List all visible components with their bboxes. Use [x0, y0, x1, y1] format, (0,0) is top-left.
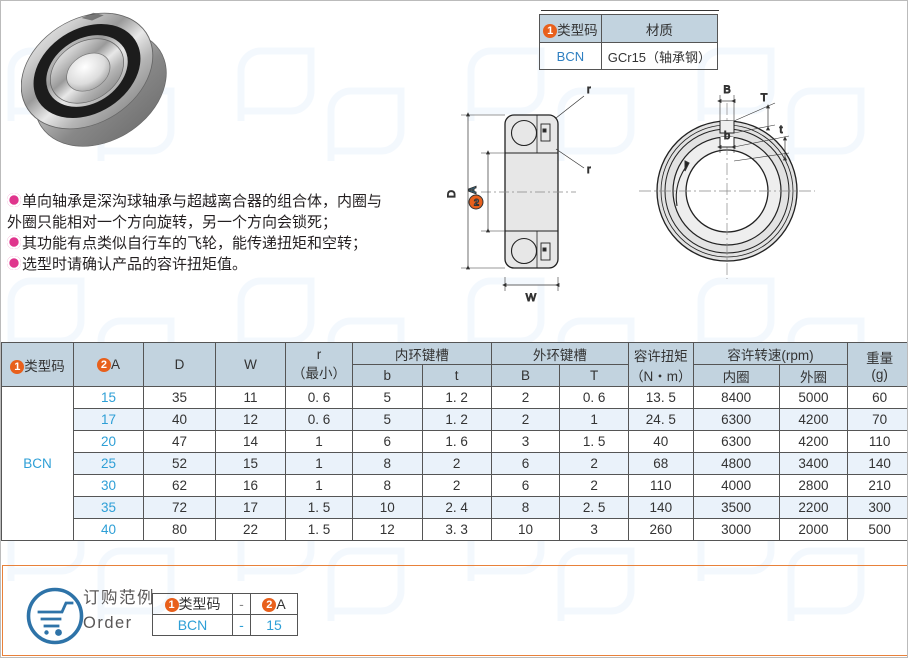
svg-text:D: D [446, 190, 458, 198]
svg-text:r: r [587, 164, 591, 176]
svg-text:T: T [761, 92, 768, 104]
svg-text:b: b [724, 130, 730, 142]
svg-text:t: t [779, 124, 782, 136]
svg-text:B: B [723, 84, 730, 96]
svg-text:A: A [467, 186, 479, 194]
svg-text:W: W [526, 292, 537, 304]
svg-text:r: r [587, 84, 591, 96]
svg-text:2: 2 [474, 198, 479, 208]
